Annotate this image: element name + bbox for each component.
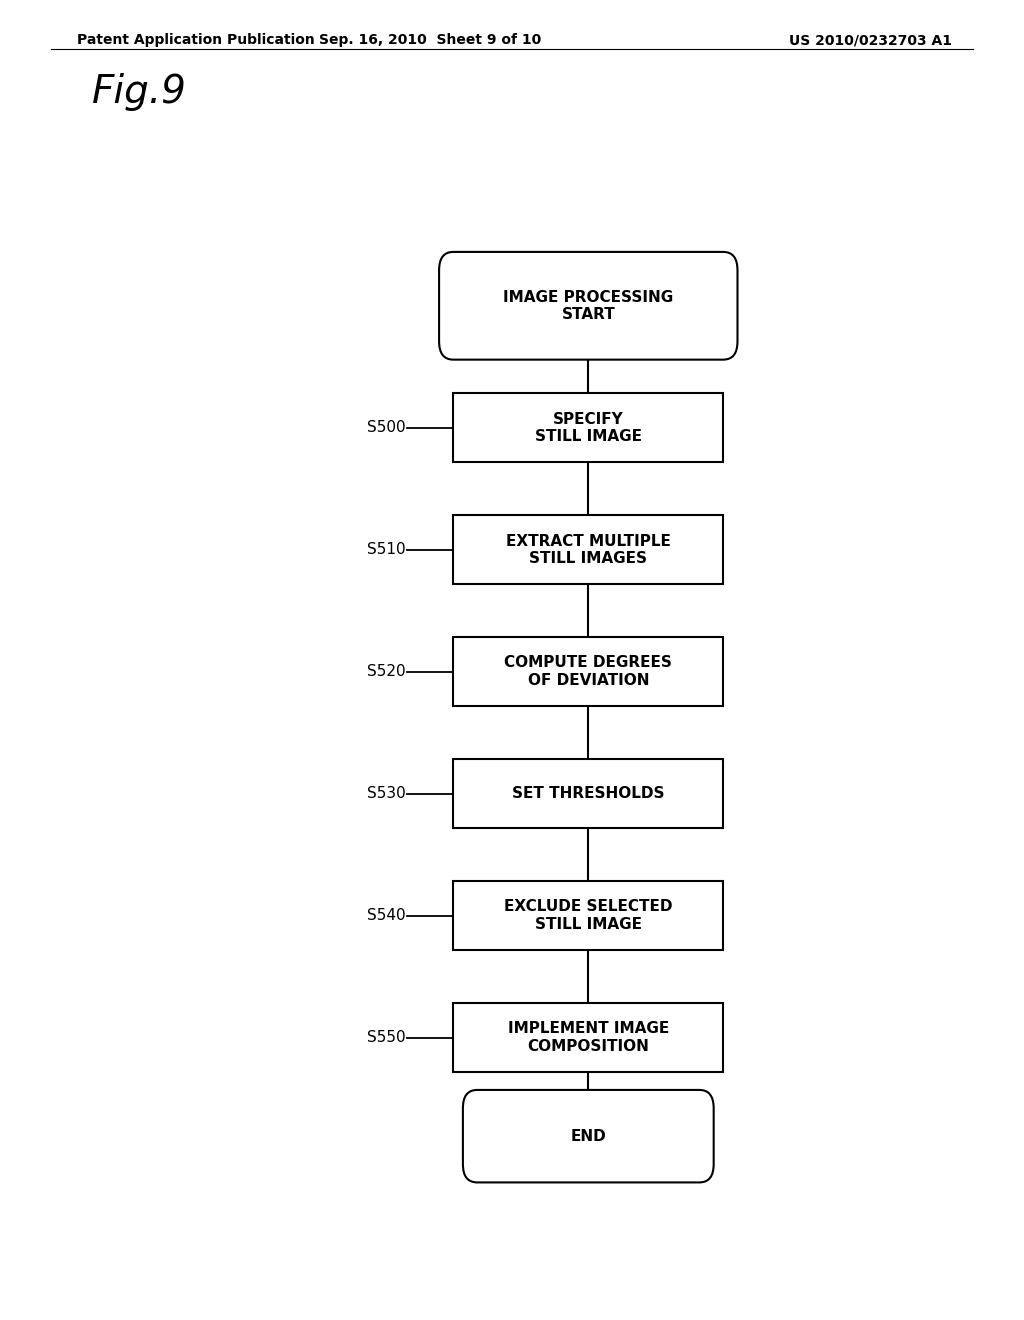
Text: IMPLEMENT IMAGE
COMPOSITION: IMPLEMENT IMAGE COMPOSITION [508, 1022, 669, 1053]
Text: END: END [570, 1129, 606, 1143]
FancyBboxPatch shape [454, 759, 723, 828]
FancyBboxPatch shape [439, 252, 737, 359]
Text: S510: S510 [368, 543, 406, 557]
Text: COMPUTE DEGREES
OF DEVIATION: COMPUTE DEGREES OF DEVIATION [505, 656, 672, 688]
Text: S530: S530 [367, 787, 406, 801]
Text: EXCLUDE SELECTED
STILL IMAGE: EXCLUDE SELECTED STILL IMAGE [504, 899, 673, 932]
Text: Patent Application Publication: Patent Application Publication [77, 33, 314, 48]
Text: S500: S500 [368, 420, 406, 436]
FancyBboxPatch shape [463, 1090, 714, 1183]
Text: SPECIFY
STILL IMAGE: SPECIFY STILL IMAGE [535, 412, 642, 444]
Text: S540: S540 [368, 908, 406, 923]
Text: US 2010/0232703 A1: US 2010/0232703 A1 [790, 33, 952, 48]
Text: S520: S520 [368, 664, 406, 680]
FancyBboxPatch shape [454, 393, 723, 462]
FancyBboxPatch shape [454, 1003, 723, 1072]
Text: Fig.9: Fig.9 [92, 73, 187, 111]
Text: S550: S550 [368, 1030, 406, 1045]
Text: Sep. 16, 2010  Sheet 9 of 10: Sep. 16, 2010 Sheet 9 of 10 [318, 33, 542, 48]
FancyBboxPatch shape [454, 638, 723, 706]
Text: IMAGE PROCESSING
START: IMAGE PROCESSING START [503, 289, 674, 322]
FancyBboxPatch shape [454, 515, 723, 585]
Text: SET THRESHOLDS: SET THRESHOLDS [512, 787, 665, 801]
FancyBboxPatch shape [454, 880, 723, 950]
Text: EXTRACT MULTIPLE
STILL IMAGES: EXTRACT MULTIPLE STILL IMAGES [506, 533, 671, 566]
